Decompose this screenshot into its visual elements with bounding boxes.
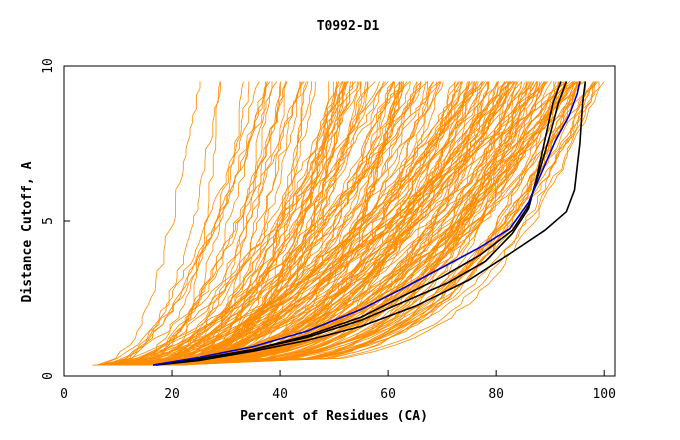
x-tick-label: 0: [60, 387, 68, 402]
x-axis-ticks: 0 20 40 60 80 100: [60, 370, 616, 402]
series-line-model-3: [155, 81, 587, 366]
background-model-line: [126, 81, 434, 366]
background-model-line: [154, 81, 555, 366]
background-model-line: [99, 81, 260, 366]
background-model-line: [116, 81, 594, 366]
background-model-line: [119, 81, 574, 366]
background-model-line: [165, 81, 560, 366]
background-model-line: [136, 81, 539, 366]
background-model-line: [142, 81, 528, 366]
background-model-lines: [92, 81, 605, 366]
background-model-line: [180, 81, 597, 366]
background-model-line: [168, 81, 559, 366]
background-model-line: [161, 81, 349, 366]
background-model-line: [110, 81, 437, 366]
background-model-line: [135, 81, 307, 366]
background-model-line: [141, 81, 309, 366]
background-model-line: [95, 81, 516, 366]
background-model-line: [150, 81, 303, 366]
background-model-line: [110, 81, 471, 366]
background-model-line: [102, 81, 408, 366]
background-model-line: [122, 81, 348, 366]
y-axis-label: Distance Cutoff, A: [20, 161, 35, 302]
background-model-line: [164, 81, 596, 366]
background-model-line: [96, 81, 201, 366]
x-tick-label: 20: [164, 387, 180, 402]
highlight-model-lines: [152, 81, 587, 366]
background-model-line: [129, 81, 250, 366]
x-tick-label: 80: [488, 387, 504, 402]
background-model-line: [177, 81, 514, 366]
background-model-line: [110, 81, 422, 366]
y-tick-label: 5: [41, 217, 56, 225]
background-model-line: [146, 81, 576, 366]
chart-title: T0992-D1: [317, 19, 380, 34]
background-model-line: [141, 81, 403, 366]
background-model-line: [95, 81, 545, 366]
background-model-line: [135, 81, 561, 366]
background-model-line: [172, 81, 506, 366]
y-tick-label: 10: [41, 58, 56, 74]
background-model-line: [131, 81, 281, 366]
background-model-line: [177, 81, 566, 366]
background-model-line: [118, 81, 577, 366]
background-model-line: [115, 81, 244, 366]
background-model-line: [100, 81, 221, 366]
background-model-line: [161, 81, 499, 366]
y-tick-label: 0: [41, 372, 56, 380]
background-model-line: [119, 81, 368, 366]
background-model-line: [162, 81, 549, 366]
background-model-line: [139, 81, 288, 366]
background-model-line: [155, 81, 441, 366]
x-tick-label: 40: [272, 387, 288, 402]
background-model-line: [126, 81, 457, 366]
background-model-line: [120, 81, 278, 366]
background-model-line: [170, 81, 346, 366]
background-model-line: [135, 81, 442, 366]
background-model-line: [94, 81, 470, 366]
background-model-line: [112, 81, 288, 366]
background-model-line: [96, 81, 523, 366]
background-model-line: [171, 81, 411, 366]
background-model-line: [136, 81, 580, 366]
background-model-line: [170, 81, 499, 366]
background-model-line: [103, 81, 411, 366]
x-axis-label: Percent of Residues (CA): [240, 409, 428, 424]
background-model-line: [174, 81, 596, 366]
background-model-line: [134, 81, 599, 366]
background-model-line: [130, 81, 401, 366]
x-tick-label: 60: [380, 387, 396, 402]
background-model-line: [105, 81, 389, 366]
background-model-line: [111, 81, 346, 366]
background-model-line: [134, 81, 543, 366]
x-tick-label: 100: [592, 387, 615, 402]
background-model-line: [130, 81, 427, 366]
background-model-line: [132, 81, 340, 366]
background-model-line: [110, 81, 546, 366]
background-model-line: [124, 81, 507, 366]
background-model-line: [139, 81, 571, 366]
background-model-line: [139, 81, 418, 366]
background-model-line: [140, 81, 587, 366]
background-model-line: [105, 81, 605, 366]
background-model-line: [125, 81, 538, 366]
background-model-line: [177, 81, 552, 366]
series-line-model-blue: [152, 81, 581, 366]
y-axis-ticks: 0 5 10: [41, 58, 70, 380]
background-model-line: [103, 81, 268, 366]
background-model-line: [121, 81, 404, 366]
background-model-line: [134, 81, 330, 366]
background-model-line: [117, 81, 464, 366]
background-model-line: [104, 81, 582, 366]
background-model-line: [133, 81, 334, 366]
background-model-line: [179, 81, 287, 366]
background-model-line: [100, 81, 273, 366]
background-model-line: [120, 81, 384, 366]
series-line-model-2: [155, 81, 562, 366]
